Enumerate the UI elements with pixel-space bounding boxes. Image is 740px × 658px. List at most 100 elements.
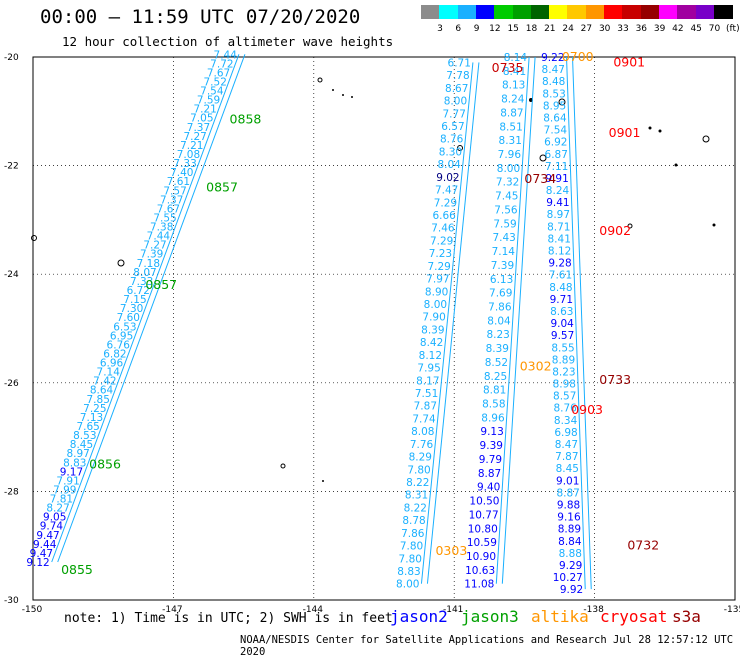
wave-height-label: 8.51 <box>499 121 522 133</box>
island-outline <box>117 259 125 267</box>
wave-height-label: 6.98 <box>554 427 577 439</box>
wave-height-label: 10.77 <box>469 509 499 521</box>
wave-height-label: 7.90 <box>422 312 445 324</box>
wave-height-label: 8.23 <box>486 329 509 341</box>
wave-height-label: 8.89 <box>558 524 581 536</box>
wave-height-label: 9.57 <box>551 330 574 342</box>
wave-height-label: 7.52 <box>204 76 227 88</box>
color-scale-swatch <box>658 5 678 19</box>
wave-height-label: 7.55 <box>153 212 176 224</box>
track-line <box>420 62 474 584</box>
wave-height-label: 7.76 <box>410 439 434 451</box>
wave-height-label: 7.65 <box>76 421 99 433</box>
cryosat-track: 9.228.478.488.538.958.647.546.926.877.11… <box>541 52 592 596</box>
wave-height-label: 8.04 <box>437 159 461 171</box>
island-outline <box>712 223 716 227</box>
wave-height-label: 8.64 <box>543 112 567 124</box>
wave-height-label: 7.80 <box>400 541 423 553</box>
track-line <box>51 54 240 563</box>
color-scale-label: 36 <box>635 24 648 34</box>
wave-height-label: 6.53 <box>113 321 136 333</box>
wave-height-label: 7.44 <box>214 49 238 61</box>
color-scale-swatch <box>512 5 532 19</box>
wave-height-label: 8.58 <box>482 399 505 411</box>
wave-height-label: 7.60 <box>117 312 140 324</box>
wave-height-label: 9.40 <box>477 482 500 494</box>
wave-height-label: 6.66 <box>432 210 456 222</box>
wave-height-label: 7.37 <box>160 194 183 206</box>
wave-height-label: 7.25 <box>83 403 106 415</box>
lat-tick-label: -24 <box>4 270 19 280</box>
color-scale-swatch <box>695 5 715 19</box>
color-scale-swatch <box>567 5 587 19</box>
altika-track-west: 6.717.788.678.007.776.578.768.308.049.02… <box>396 57 480 591</box>
wave-height-label: 9.17 <box>60 466 83 478</box>
wave-height-label: 7.29 <box>427 261 450 273</box>
wave-height-label: 6.76 <box>107 339 131 351</box>
island-outline <box>280 463 286 469</box>
wave-height-label: 8.87 <box>500 107 523 119</box>
wave-height-label: 8.39 <box>486 343 509 355</box>
wave-height-label: 9.22 <box>541 52 564 64</box>
island-outline <box>658 129 662 133</box>
wave-height-label: 7.27 <box>183 131 206 143</box>
wave-height-label: 9.39 <box>480 440 503 452</box>
axis-tick-labels: -150 -147 -144 -141 -138 -135 -20 -22 -24 -26 -28 -… <box>4 53 740 615</box>
wave-height-label: 9.12 <box>26 557 49 569</box>
island-outline <box>674 163 678 167</box>
wave-height-label: 8.00 <box>497 163 520 175</box>
pass-time-label: 0857 <box>206 179 238 194</box>
wave-height-label: 8.76 <box>553 403 577 415</box>
wave-height-label: 7.11 <box>545 161 568 173</box>
wave-height-label: 9.29 <box>559 560 582 572</box>
wave-height-label: 8.30 <box>439 146 462 158</box>
wave-height-label: 7.81 <box>50 494 73 506</box>
wave-height-label: 7.61 <box>167 176 190 188</box>
wave-height-label: 8.96 <box>481 412 505 424</box>
wave-height-label: 7.21 <box>193 104 216 116</box>
color-scale-swatch <box>457 5 477 19</box>
pass-time-label: 0903 <box>571 402 603 417</box>
track-line <box>495 56 530 584</box>
island-outline <box>342 94 344 96</box>
wave-height-label: 9.04 <box>550 318 574 330</box>
lon-tick-label: -144 <box>303 605 324 615</box>
wave-height-label: 8.97 <box>66 448 89 460</box>
wave-height-label: 7.72 <box>210 58 233 70</box>
wave-height-label: 7.47 <box>435 185 458 197</box>
legend-entry-jason2: jason2 <box>390 607 448 626</box>
wave-height-label: 8.81 <box>483 385 506 397</box>
pass-time-label: 0302 <box>520 359 552 374</box>
color-scale-label: (ft) <box>726 24 740 34</box>
wave-height-label: 8.83 <box>397 566 420 578</box>
wave-height-label: 8.57 <box>553 391 576 403</box>
wave-height-label: 8.00 <box>444 96 467 108</box>
wave-height-label: 8.90 <box>425 286 448 298</box>
wave-height-label: 8.47 <box>542 64 565 76</box>
color-scale-swatch <box>549 5 569 19</box>
wave-height-label: 7.56 <box>494 204 518 216</box>
wave-height-label: 9.13 <box>480 426 503 438</box>
pass-time-label: 0901 <box>609 125 641 140</box>
wave-height-label: 8.12 <box>548 246 571 258</box>
wave-height-label: 8.27 <box>46 503 69 515</box>
wave-height-label: 9.02 <box>436 172 459 184</box>
wave-height-label: 8.22 <box>404 502 427 514</box>
wave-height-label: 8.63 <box>550 306 573 318</box>
island-outline <box>539 154 547 162</box>
color-scale-label: 42 <box>672 24 684 34</box>
wave-height-label: 10.50 <box>469 496 499 508</box>
wave-height-label: 8.97 <box>547 209 570 221</box>
pass-time-label: 0735 <box>492 60 524 75</box>
wave-height-label: 8.17 <box>416 375 439 387</box>
wave-height-label: 8.24 <box>546 185 570 197</box>
track-line <box>426 62 480 584</box>
wave-height-label: 8.55 <box>551 342 574 354</box>
wave-height-label: 8.67 <box>445 83 468 95</box>
track-line <box>566 56 586 590</box>
wave-height-label: 7.40 <box>170 167 193 179</box>
wave-height-label: 7.91 <box>56 475 79 487</box>
lon-tick-label: -147 <box>162 605 182 615</box>
wave-height-label: 8.87 <box>556 487 579 499</box>
wave-height-label: 7.13 <box>80 412 103 424</box>
